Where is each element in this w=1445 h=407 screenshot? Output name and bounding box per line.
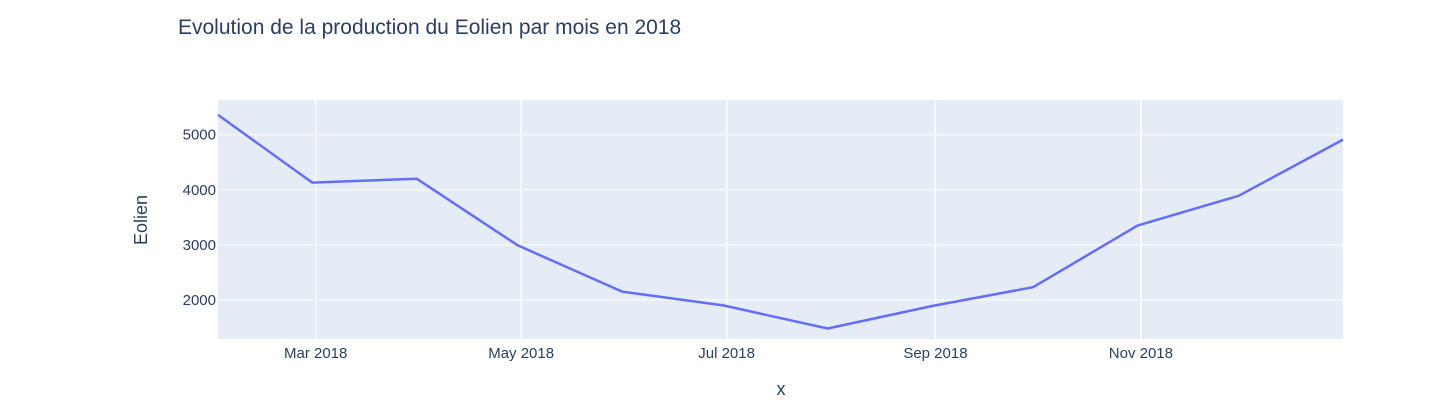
y-tick-label: 5000 [183,127,216,144]
x-tick-label: Sep 2018 [903,345,967,362]
plot-area [218,100,1343,339]
y-tick-labels: 2000 3000 4000 5000 [183,127,216,309]
x-axis-title: x [777,379,786,399]
x-tick-label: Jul 2018 [698,345,755,362]
x-tick-label: May 2018 [488,345,554,362]
y-gridlines [218,134,1343,301]
chart-title: Evolution de la production du Eolien par… [178,16,681,39]
y-tick-label: 3000 [183,237,216,254]
x-gridlines [314,100,1142,339]
y-tick-label: 2000 [183,292,216,309]
x-tick-labels: Mar 2018 May 2018 Jul 2018 Sep 2018 Nov 2018 [284,345,1173,362]
y-tick-label: 4000 [183,182,216,199]
x-tick-label: Nov 2018 [1109,345,1173,362]
series-line [217,113,1344,330]
y-axis-title: Eolien [131,195,151,245]
x-tick-label: Mar 2018 [284,345,347,362]
series-group [217,113,1344,330]
